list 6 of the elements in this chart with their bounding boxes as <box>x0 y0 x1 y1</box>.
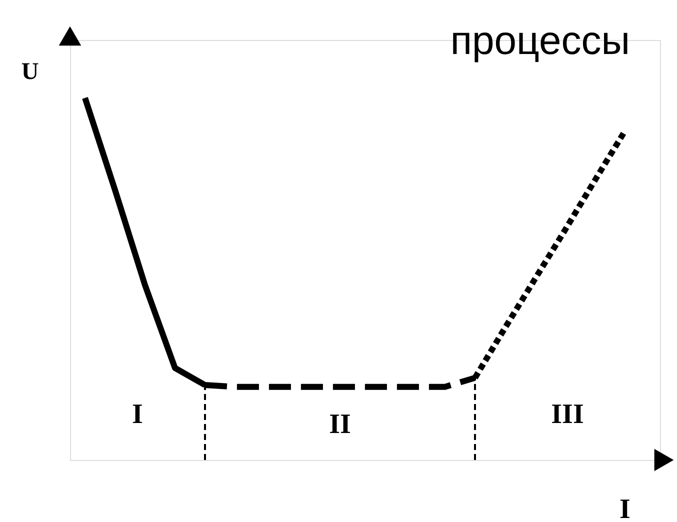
x-axis-title: I <box>620 494 630 522</box>
annotation: I <box>132 399 143 430</box>
chart-title: процессы <box>450 19 630 63</box>
annotation: III <box>551 399 584 430</box>
y-axis-title: U <box>21 59 39 85</box>
annotation: II <box>329 409 351 440</box>
